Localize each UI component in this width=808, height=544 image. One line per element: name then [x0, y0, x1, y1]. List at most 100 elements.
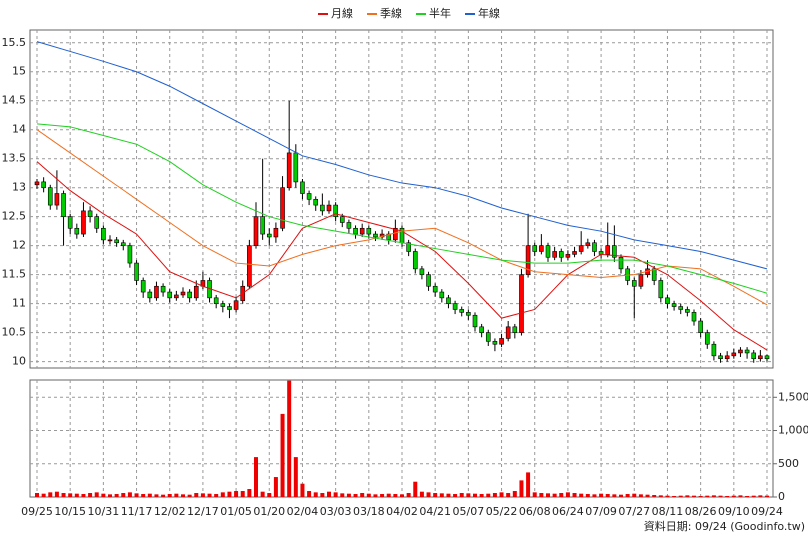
x-tick-label: 09/24 [751, 505, 783, 518]
volume-bar [380, 494, 385, 497]
candle-body [525, 245, 531, 275]
volume-bar [731, 495, 736, 497]
candle-body [432, 285, 438, 293]
candle-body [174, 294, 179, 299]
candle-body [731, 352, 737, 357]
x-tick-label: 08/11 [652, 505, 684, 518]
candle-body [114, 239, 119, 244]
volume-bar [439, 493, 444, 497]
volume-bar [41, 493, 46, 497]
candle-body [187, 291, 192, 299]
volume-bar [74, 493, 79, 497]
x-tick-label: 08/26 [685, 505, 717, 518]
candle-body [452, 303, 458, 310]
candle-body [220, 303, 226, 307]
volume-bar [592, 494, 597, 497]
volume-bar [101, 493, 106, 497]
volume-bar [665, 495, 670, 497]
volume-bar [512, 491, 517, 497]
volume-bar [154, 494, 159, 497]
volume-bar [632, 493, 637, 497]
volume-bar [765, 495, 769, 497]
volume-bar [652, 495, 657, 497]
volume-bar [492, 493, 497, 497]
volume-bar [678, 495, 683, 497]
volume-bar [638, 494, 643, 497]
volume-bar [751, 495, 756, 497]
x-tick-label: 12/02 [154, 505, 186, 518]
volume-bar [108, 494, 112, 497]
candle-body [532, 245, 538, 252]
candle-body [154, 285, 159, 299]
x-tick-label: 07/27 [618, 505, 650, 518]
volume-bar [711, 495, 716, 497]
candle-body [678, 306, 684, 310]
y-tick-label: 14 [12, 123, 26, 136]
candle-body [665, 297, 670, 304]
candle-body [751, 352, 757, 360]
candle-body [558, 251, 564, 258]
x-tick-label: 09/10 [718, 505, 750, 518]
candle-body [658, 280, 664, 299]
volume-bar [406, 493, 411, 497]
volume-bar [473, 493, 477, 497]
volume-bar [413, 481, 418, 497]
candle-body [618, 256, 624, 270]
ma-line [36, 123, 768, 294]
volume-bar [300, 483, 305, 497]
candle-body [406, 242, 411, 252]
volume-bar [313, 492, 318, 497]
candle-body [326, 204, 332, 212]
y-tick-label: 12.5 [2, 210, 27, 223]
candle-body [353, 227, 358, 235]
volume-bar [220, 492, 225, 497]
candle-body [485, 332, 491, 342]
legend-label: 年線 [478, 6, 500, 20]
candle-body [539, 245, 544, 252]
candle-body [578, 245, 584, 252]
x-tick-label: 11/17 [121, 505, 153, 518]
volume-bar [519, 480, 524, 497]
x-tick-label: 03/03 [320, 505, 352, 518]
volume-bar [386, 493, 391, 497]
candle-body [691, 312, 697, 322]
candle-body [87, 210, 93, 217]
volume-bar [698, 496, 703, 497]
volume-bar [181, 494, 185, 497]
footnote: 資料日期: 09/24 (Goodinfo.tw) [644, 519, 805, 533]
candle-body [280, 187, 285, 229]
volume-bar [48, 492, 53, 497]
volume-bar [35, 493, 39, 497]
volume-bar [453, 494, 458, 497]
volume-bar [625, 494, 630, 497]
volume-bar [240, 491, 245, 497]
candle-body [764, 355, 770, 360]
candle-body [459, 309, 465, 313]
candle-body [519, 274, 524, 333]
candle-body [213, 297, 219, 304]
candle-body [293, 152, 299, 183]
candle-body [426, 274, 431, 287]
candle-body [160, 285, 166, 293]
volume-bar [287, 380, 292, 497]
volume-bar [552, 493, 557, 497]
volume-bar [167, 494, 172, 497]
legend-label: 季線 [380, 6, 402, 20]
candle-body [638, 274, 644, 287]
candle-body [127, 245, 133, 264]
volume-bar [260, 491, 265, 497]
y-tick-label: 11 [12, 297, 26, 310]
x-tick-label: 02/04 [287, 505, 319, 518]
candle-body [286, 152, 292, 188]
candle-body [612, 245, 617, 258]
volume-bar [247, 489, 252, 497]
candle-body [67, 216, 73, 229]
volume-bar [565, 492, 570, 497]
volume-bar [433, 493, 438, 497]
volume-bar [61, 493, 66, 497]
volume-bar [426, 492, 431, 497]
candle-body [585, 242, 591, 246]
ma-line [36, 41, 768, 270]
volume-bar [419, 491, 424, 497]
